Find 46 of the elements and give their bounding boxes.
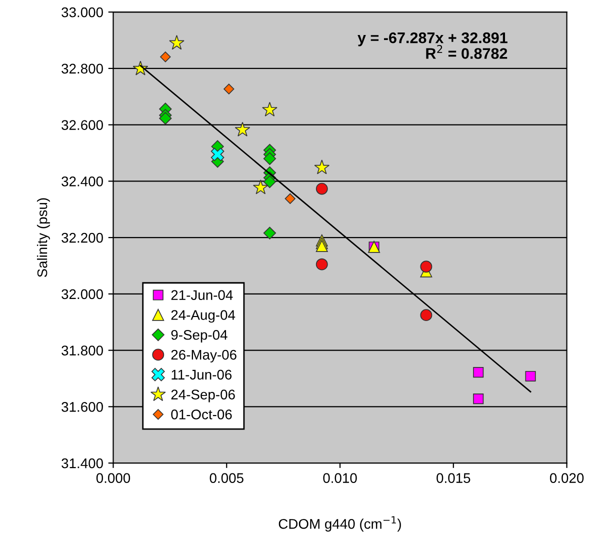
point: [159, 112, 172, 125]
point: [420, 260, 432, 273]
x-tick-label: 0.010: [323, 473, 357, 483]
y-axis-title: Salinity (psu): [36, 198, 50, 278]
x-tick-label: 0.020: [550, 473, 584, 483]
y-tick-label: 32.400: [62, 176, 103, 186]
legend-label: 11-Jun-06: [172, 370, 232, 380]
point: [420, 309, 432, 322]
point: [525, 370, 536, 382]
point: [210, 148, 224, 162]
point: [314, 160, 330, 174]
y-tick-label: 33.000: [62, 7, 103, 18]
point: [262, 102, 278, 116]
x-tick-label: 0.015: [436, 473, 470, 483]
legend-label: 24-Aug-04: [171, 310, 236, 323]
y-tick-label: 31.600: [62, 402, 103, 412]
y-tick-label: 31.800: [62, 346, 103, 356]
point: [252, 180, 268, 194]
point: [234, 122, 250, 136]
y-tick-label: 32.000: [62, 289, 103, 300]
point: [263, 175, 276, 188]
legend-label: 9-Sep-04: [171, 330, 228, 343]
point: [316, 182, 328, 195]
point: [169, 35, 184, 50]
y-tick-label: 32.600: [62, 120, 103, 130]
point: [263, 226, 276, 240]
point: [316, 240, 328, 252]
point: [473, 367, 484, 378]
y-tick-label: 32.200: [62, 232, 103, 243]
x-tick-label: 0.005: [210, 473, 244, 483]
legend-label: 01-Oct-06: [171, 410, 232, 420]
legend-label: 24-Sep-06: [171, 390, 235, 402]
annotation: y = -67.287x + 32.891: [358, 32, 508, 46]
point: [263, 152, 276, 165]
point: [473, 394, 484, 404]
legend-label: 21-Jun-04: [171, 290, 233, 300]
point: [284, 193, 296, 204]
point: [316, 258, 328, 270]
y-tick-label: 32.800: [62, 64, 103, 74]
annotation: R$^{2}$ = 0.8782: [426, 44, 508, 59]
point: [224, 84, 234, 94]
y-tick-label: 31.400: [62, 458, 103, 468]
legend-label: 26-May-06: [171, 350, 236, 362]
point: [160, 52, 171, 62]
x-axis-title: CDOM g440 (cm$^{−1}$): [278, 516, 401, 532]
x-tick-label: 0.000: [96, 473, 130, 483]
